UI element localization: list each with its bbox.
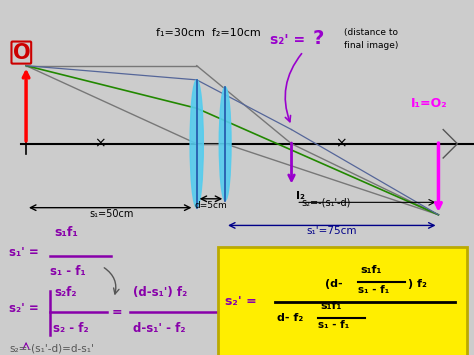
Text: s₁f₁: s₁f₁ [360,265,382,275]
Text: ?: ? [313,29,324,48]
Text: s₂' =: s₂' = [9,302,39,315]
Text: (d-: (d- [325,279,342,289]
Text: s₁=50cm: s₁=50cm [89,208,134,219]
Text: ×: × [336,137,347,151]
FancyBboxPatch shape [218,247,467,355]
Ellipse shape [190,80,203,208]
Text: s₁'=75cm: s₁'=75cm [307,226,357,236]
Text: f₁=30cm  f₂=10cm: f₁=30cm f₂=10cm [156,27,261,38]
Text: s₁' =: s₁' = [9,246,39,258]
Text: O: O [12,43,30,62]
Text: s₂f₂: s₂f₂ [55,286,77,299]
Text: ×: × [94,137,105,151]
Text: s₂ - f₂: s₂ - f₂ [53,322,89,335]
Text: =: = [111,306,122,319]
Text: d=5cm: d=5cm [194,201,228,210]
Text: d- f₂: d- f₂ [277,313,303,323]
Text: d-s₁' - f₂: d-s₁' - f₂ [133,322,185,335]
Text: s₂=-(s₁'-d): s₂=-(s₁'-d) [301,198,350,208]
Text: s₂' =: s₂' = [225,295,257,308]
Text: final image): final image) [344,41,398,50]
Text: I₁=O₂: I₁=O₂ [410,97,447,109]
Text: I₂: I₂ [296,191,305,201]
Text: ) f₂: ) f₂ [408,279,427,289]
Text: s₂' =: s₂' = [270,33,305,47]
Text: s₁ - f₁: s₁ - f₁ [50,265,85,278]
Ellipse shape [219,87,231,201]
Text: s₂=-(s₁'-d)=d-s₁': s₂=-(s₁'-d)=d-s₁' [9,343,94,354]
Text: s₁ - f₁: s₁ - f₁ [318,320,349,331]
Text: s₁f₁: s₁f₁ [320,301,341,311]
Text: s₁f₁: s₁f₁ [55,226,78,239]
Text: (d-s₁') f₂: (d-s₁') f₂ [133,286,187,299]
Text: s₁ - f₁: s₁ - f₁ [358,285,389,295]
Text: (distance to: (distance to [344,28,398,38]
